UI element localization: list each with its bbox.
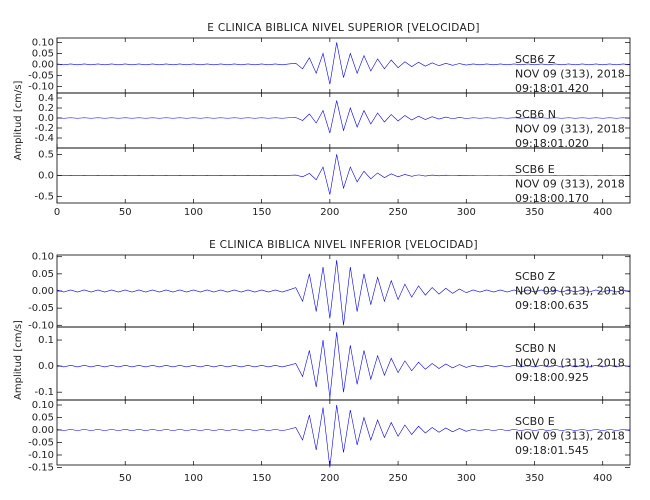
y-tick-label: 0.05: [32, 269, 54, 280]
chart-title: E CLINICA BIBLICA NIVEL INFERIOR [VELOCI…: [209, 239, 478, 251]
x-tick-label: 150: [252, 207, 271, 218]
trace: [56, 100, 631, 134]
trace: [56, 260, 631, 326]
x-tick-label: 350: [525, 473, 544, 484]
y-tick-label: -0.10: [28, 320, 54, 331]
x-tick-label: 200: [320, 473, 339, 484]
y-tick-label: -0.5: [34, 192, 54, 203]
y-tick-label: -0.2: [34, 123, 54, 134]
x-tick-label: 250: [389, 207, 408, 218]
y-axis-label: Amplitud [cm/s]: [13, 80, 24, 160]
y-tick-label: -0.05: [28, 438, 54, 449]
x-tick-label: 400: [593, 473, 612, 484]
x-tick-label: 200: [320, 207, 339, 218]
y-tick-label: 0.5: [38, 149, 54, 160]
trace-annotation: 09:18:01.420: [515, 82, 589, 95]
trace: [56, 42, 631, 85]
y-tick-label: 0.05: [32, 48, 54, 59]
x-tick-label: 0: [54, 207, 60, 218]
trace-annotation: NOV 09 (313), 2018: [515, 68, 625, 81]
trace: [56, 404, 631, 468]
trace-annotation: NOV 09 (313), 2018: [515, 123, 625, 136]
trace-annotation: SCB0 E: [515, 415, 555, 428]
trace-annotation: 09:18:00.925: [515, 371, 589, 384]
y-tick-label: 0.05: [32, 413, 54, 424]
trace-annotation: SCB6 Z: [515, 53, 556, 66]
trace: [56, 332, 631, 398]
y-tick-label: -0.05: [28, 303, 54, 314]
y-tick-label: 0.00: [32, 286, 54, 297]
y-tick-label: -0.10: [28, 450, 54, 461]
y-tick-label: -0.4: [34, 133, 54, 144]
trace-annotation: SCB0 N: [515, 342, 556, 355]
y-tick-label: -0.10: [28, 81, 54, 92]
x-tick-label: 50: [119, 473, 132, 484]
x-tick-label: 150: [252, 473, 271, 484]
x-tick-label: 400: [593, 207, 612, 218]
chart-title: E CLINICA BIBLICA NIVEL SUPERIOR [VELOCI…: [207, 22, 479, 34]
y-axis-label: Amplitud [cm/s]: [13, 320, 24, 400]
trace-annotation: NOV 09 (313), 2018: [515, 285, 625, 298]
y-tick-label: 0.00: [32, 59, 54, 70]
trace-annotation: NOV 09 (313), 2018: [515, 430, 625, 443]
y-tick-label: -0.1: [34, 387, 54, 398]
x-tick-label: 300: [457, 207, 476, 218]
trace-annotation: NOV 09 (313), 2018: [515, 178, 625, 191]
y-tick-label: 0.1: [38, 335, 54, 346]
y-tick-label: -0.05: [28, 70, 54, 81]
trace-annotation: 09:18:01.545: [515, 444, 589, 457]
x-tick-label: 350: [525, 207, 544, 218]
trace-annotation: NOV 09 (313), 2018: [515, 357, 625, 370]
trace-annotation: SCB6 E: [515, 163, 555, 176]
y-tick-label: 0.10: [32, 252, 54, 263]
y-tick-label: 0.0: [38, 171, 54, 182]
x-tick-label: 100: [184, 473, 203, 484]
trace-annotation: 09:18:00.170: [515, 192, 589, 205]
trace-annotation: 09:18:00.635: [515, 299, 589, 312]
y-tick-label: 0.0: [38, 361, 54, 372]
y-tick-label: 0.00: [32, 425, 54, 436]
trace: [56, 154, 631, 195]
x-tick-label: 100: [184, 207, 203, 218]
y-tick-label: -0.15: [28, 463, 54, 474]
trace-annotation: 09:18:01.020: [515, 137, 589, 150]
y-tick-label: 0.4: [38, 93, 54, 104]
y-tick-label: 0.0: [38, 113, 54, 124]
x-tick-label: 300: [457, 473, 476, 484]
trace-annotation: SCB0 Z: [515, 270, 556, 283]
panel-frame: [56, 399, 631, 466]
x-tick-label: 50: [119, 207, 132, 218]
y-tick-label: 0.10: [32, 37, 54, 48]
x-tick-label: 250: [389, 473, 408, 484]
trace-annotation: SCB6 N: [515, 108, 556, 121]
y-tick-label: 0.10: [32, 400, 54, 411]
y-tick-label: 0.2: [38, 103, 54, 114]
